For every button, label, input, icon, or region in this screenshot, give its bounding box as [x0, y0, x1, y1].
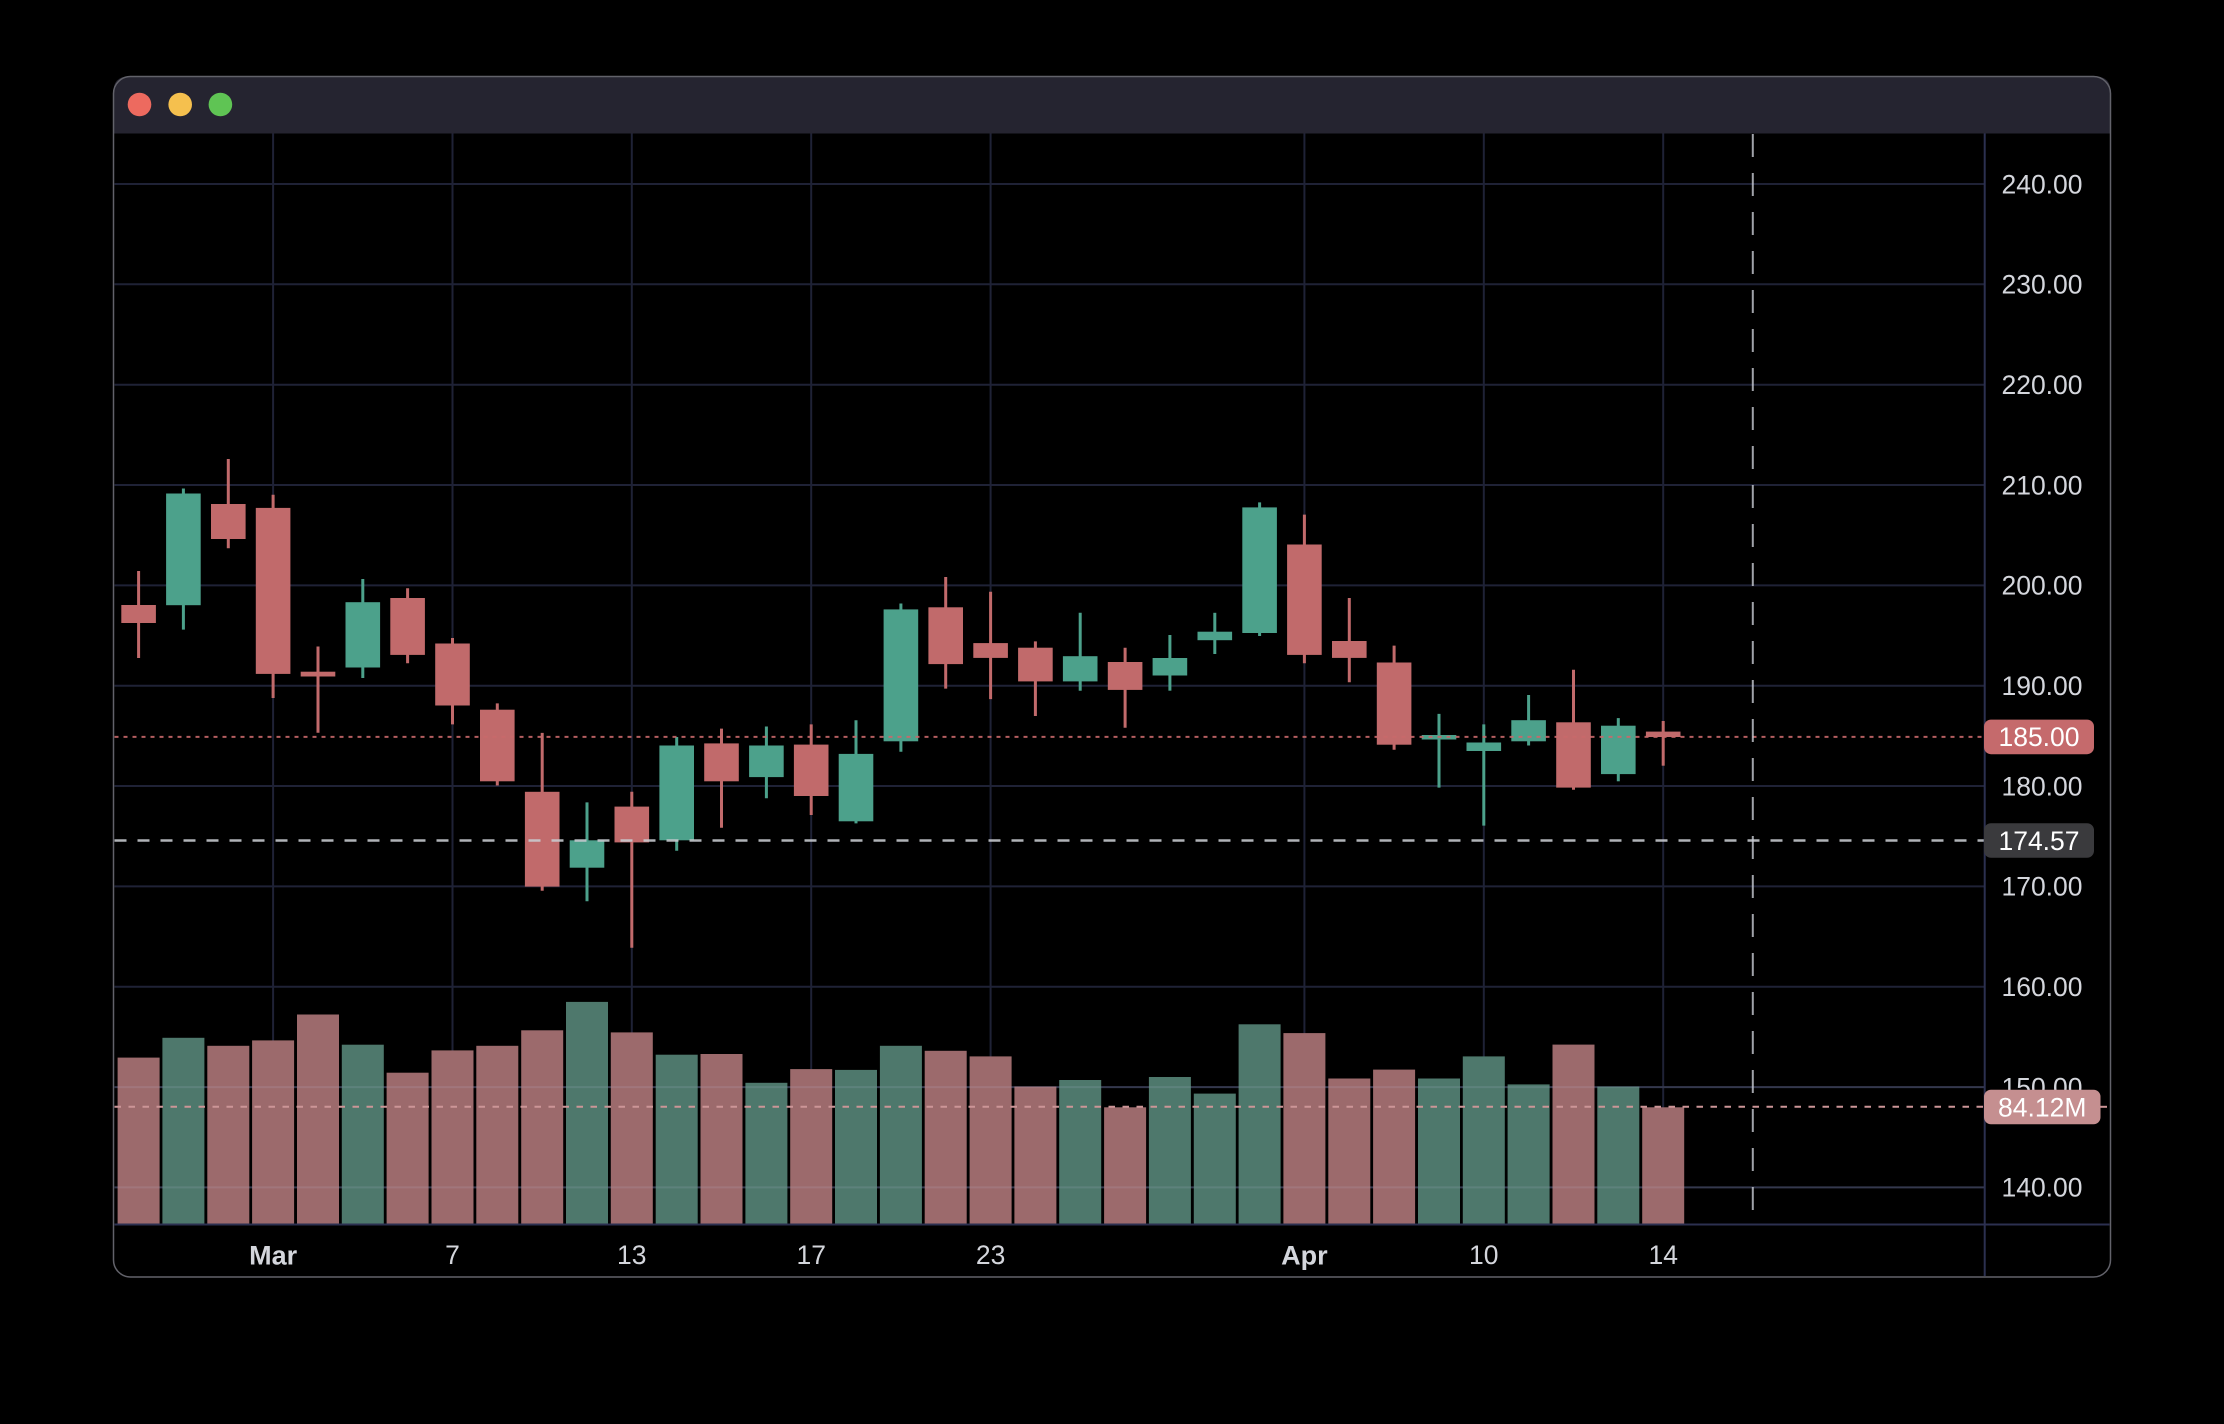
svg-text:190.00: 190.00: [2001, 671, 2082, 701]
svg-text:210.00: 210.00: [2001, 470, 2082, 500]
svg-text:230.00: 230.00: [2001, 270, 2082, 300]
svg-text:240.00: 240.00: [2001, 169, 2082, 199]
svg-text:23: 23: [976, 1240, 1005, 1270]
svg-text:220.00: 220.00: [2001, 370, 2082, 400]
svg-text:84.12M: 84.12M: [1998, 1092, 2086, 1122]
svg-text:185.00: 185.00: [1998, 722, 2079, 752]
svg-text:140.00: 140.00: [2001, 1173, 2082, 1203]
svg-text:13: 13: [617, 1240, 646, 1270]
svg-text:174.57: 174.57: [1998, 826, 2079, 856]
svg-text:Mar: Mar: [249, 1240, 298, 1270]
svg-text:14: 14: [1648, 1240, 1677, 1270]
svg-text:160.00: 160.00: [2001, 972, 2082, 1002]
svg-text:10: 10: [1469, 1240, 1498, 1270]
svg-text:200.00: 200.00: [2001, 571, 2082, 601]
svg-text:7: 7: [445, 1240, 460, 1270]
svg-text:17: 17: [796, 1240, 825, 1270]
svg-text:170.00: 170.00: [2001, 872, 2082, 902]
svg-text:180.00: 180.00: [2001, 771, 2082, 801]
svg-text:Apr: Apr: [1281, 1240, 1328, 1270]
